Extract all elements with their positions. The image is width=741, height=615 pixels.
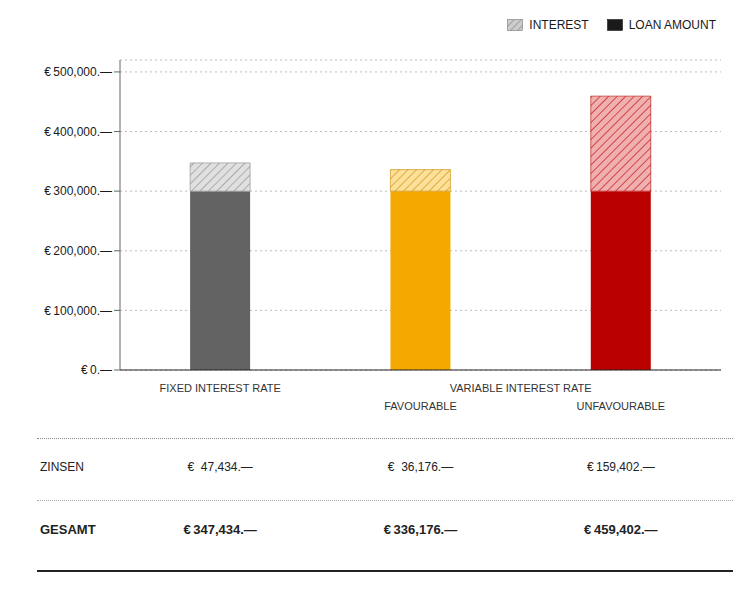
svg-text:€ 300,000.—: € 300,000.— [44, 184, 112, 198]
html-text:INTEREST: INTEREST [529, 18, 589, 32]
svg-text:€ 400,000.—: € 400,000.— [44, 125, 112, 139]
svg-text:FAVOURABLE: FAVOURABLE [384, 400, 457, 412]
html-text:€ 36,176.—: € 36,176.— [387, 460, 454, 474]
html-text:LOAN AMOUNT: LOAN AMOUNT [628, 18, 716, 32]
html-text:€ 459,402.—: € 459,402.— [584, 522, 658, 537]
html-text:GESAMT: GESAMT [40, 522, 96, 537]
svg-text:FIXED INTEREST RATE: FIXED INTEREST RATE [160, 382, 281, 394]
html-text:€ 347,434.—: € 347,434.— [183, 522, 257, 537]
svg-text:€ 0.—: € 0.— [81, 363, 112, 377]
html-text:ZINSEN: ZINSEN [40, 460, 84, 474]
svg-text:€ 200,000.—: € 200,000.— [44, 244, 112, 258]
html-text:€ 47,434.—: € 47,434.— [187, 460, 253, 474]
html-text:€ 159,402.—: € 159,402.— [586, 460, 655, 474]
html-text:€ 336,176.—: € 336,176.— [383, 522, 458, 537]
svg-text:UNFAVOURABLE: UNFAVOURABLE [577, 400, 665, 412]
svg-text:VARIABLE INTEREST RATE: VARIABLE INTEREST RATE [450, 382, 592, 394]
svg-text:€ 100,000.—: € 100,000.— [44, 304, 112, 318]
svg-text:€ 500,000.—: € 500,000.— [44, 65, 112, 79]
